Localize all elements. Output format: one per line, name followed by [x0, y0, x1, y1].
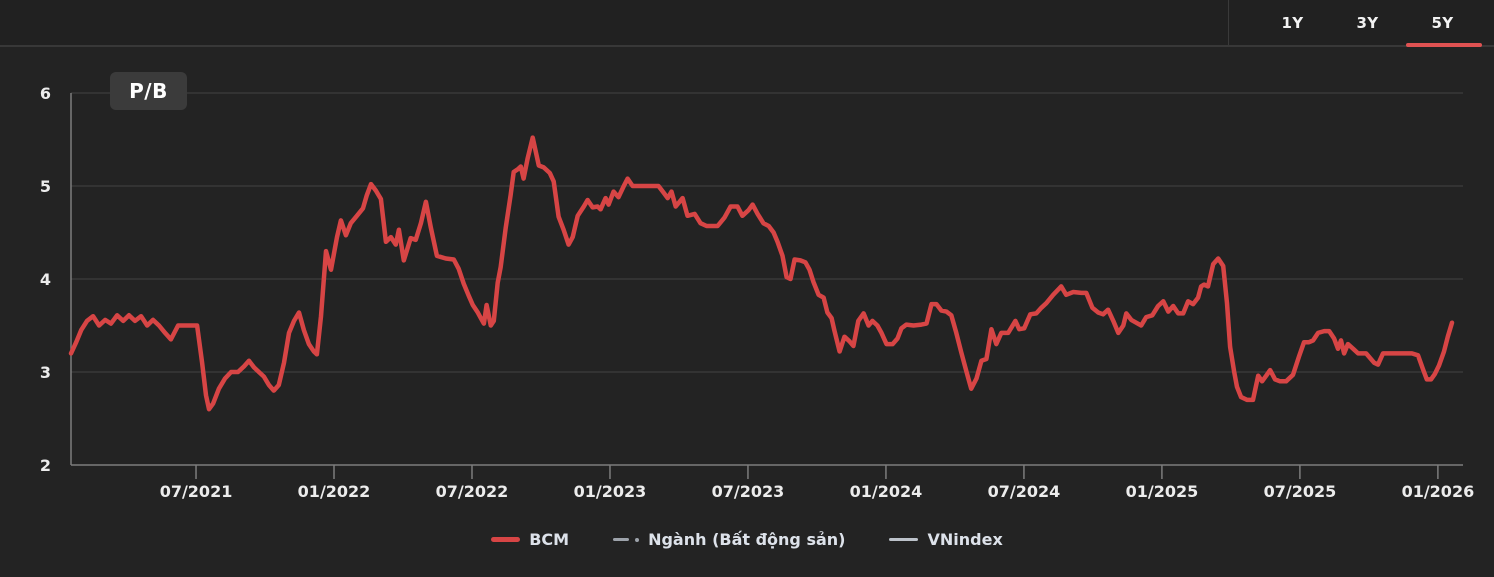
y-axis-label-3: 3: [40, 363, 51, 382]
x-axis-label-07/2025: 07/2025: [1264, 482, 1337, 501]
legend-item-bcm[interactable]: BCM: [491, 530, 569, 549]
time-range-tabs: 1Y 3Y 5Y: [1255, 0, 1480, 45]
x-axis-label-07/2023: 07/2023: [712, 482, 785, 501]
chart-legend: BCM Ngành (Bất động sản) VNindex: [0, 530, 1494, 549]
tab-3y[interactable]: 3Y: [1356, 13, 1379, 32]
y-axis-label-2: 2: [40, 456, 51, 475]
chart-header: 1Y 3Y 5Y: [0, 0, 1494, 47]
tab-1y[interactable]: 1Y: [1281, 13, 1304, 32]
legend-label-bcm: BCM: [529, 530, 570, 549]
x-axis-label-01/2025: 01/2025: [1126, 482, 1199, 501]
legend-item-nganh[interactable]: Ngành (Bất động sản): [613, 530, 845, 549]
x-axis-label-01/2022: 01/2022: [298, 482, 371, 501]
x-axis-label-07/2022: 07/2022: [436, 482, 509, 501]
y-axis-label-6: 6: [40, 84, 51, 103]
vnindex-line-swatch-icon: [889, 538, 919, 541]
nganh-dashdot-swatch-icon: [613, 537, 640, 542]
x-axis-label-01/2026: 01/2026: [1402, 482, 1475, 501]
bcm-line-swatch-icon: [491, 537, 521, 542]
y-axis-label-5: 5: [40, 177, 51, 196]
x-axis-label-01/2024: 01/2024: [850, 482, 923, 501]
legend-label-nganh: Ngành (Bất động sản): [648, 530, 846, 549]
y-axis-label-4: 4: [40, 270, 51, 289]
x-axis-label-01/2023: 01/2023: [574, 482, 647, 501]
tab-5y[interactable]: 5Y: [1431, 13, 1454, 32]
x-axis-label-07/2021: 07/2021: [160, 482, 233, 501]
series-line-bcm: [68, 135, 1455, 412]
header-divider: [1228, 0, 1229, 45]
x-axis-label-07/2024: 07/2024: [988, 482, 1061, 501]
legend-item-vnindex[interactable]: VNindex: [889, 530, 1003, 549]
active-tab-underline: [1406, 43, 1482, 47]
chart-title-badge: P/B: [110, 72, 187, 110]
legend-label-vnindex: VNindex: [927, 530, 1003, 549]
